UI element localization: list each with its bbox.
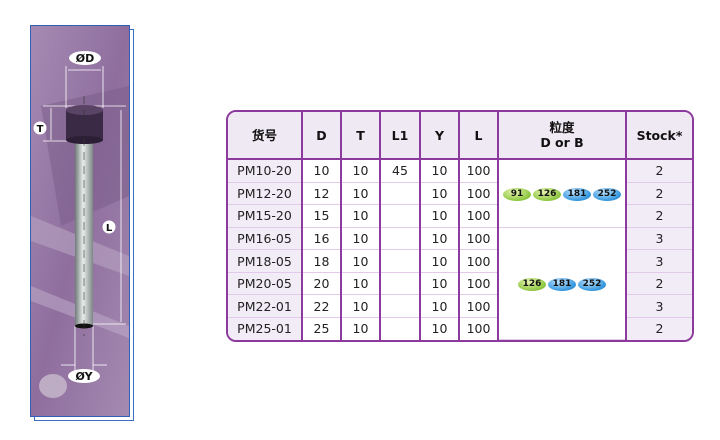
cell-t: 10 [341, 294, 381, 318]
cell-stock: 3 [626, 294, 692, 318]
cell-l1 [380, 204, 421, 228]
cell-d: 25 [302, 317, 342, 340]
grit-badge: 126 [518, 277, 546, 291]
table-row: PM16-05 16 10 10 100 126 181 252 3 [228, 227, 692, 340]
cell-d: 22 [302, 294, 342, 318]
cell-l1 [380, 272, 421, 296]
grit-badge: 91 [503, 187, 531, 201]
cell-d: 15 [302, 204, 342, 228]
cell-stock: 2 [626, 272, 692, 296]
cell-code: PM10-20 [228, 159, 303, 183]
table-row: PM10-20 10 10 45 10 100 91 126 181 252 2 [228, 159, 692, 228]
cell-code: PM18-05 [228, 249, 303, 273]
cell-grit: 126 181 252 [498, 227, 627, 340]
grit-badge: 181 [548, 277, 576, 291]
cell-code: PM20-05 [228, 272, 303, 296]
cell-d: 12 [302, 182, 342, 206]
cell-l: 100 [459, 182, 499, 206]
cell-code: PM22-01 [228, 294, 303, 318]
cell-code: PM15-20 [228, 204, 303, 228]
cell-l: 100 [459, 227, 499, 251]
cell-d: 10 [302, 159, 342, 183]
cell-y: 10 [420, 249, 460, 273]
table-row: PM25-01 25 10 10 100 2 [228, 317, 692, 340]
cell-grit: 91 126 181 252 [498, 159, 627, 228]
header-d: D [302, 112, 342, 160]
cell-code: PM12-20 [228, 182, 303, 206]
grit-badge: 252 [593, 187, 621, 201]
cell-y: 10 [420, 227, 460, 251]
cell-stock: 2 [626, 182, 692, 206]
cell-stock: 3 [626, 227, 692, 251]
diameter-d-label: ØD [76, 52, 94, 65]
cell-stock: 3 [626, 249, 692, 273]
header-l: L [459, 112, 499, 160]
cell-l: 100 [459, 159, 499, 183]
cell-code: PM16-05 [228, 227, 303, 251]
cell-y: 10 [420, 159, 460, 183]
diameter-y-label: ØY [75, 370, 93, 383]
cell-l1 [380, 227, 421, 251]
header-grit-line2: D or B [540, 135, 584, 150]
header-grit: 粒度 D or B [498, 112, 627, 160]
cell-l: 100 [459, 272, 499, 296]
cell-t: 10 [341, 159, 381, 183]
table-row: PM18-05 18 10 10 100 3 [228, 249, 692, 273]
grit-badge: 181 [563, 187, 591, 201]
cell-d: 20 [302, 272, 342, 296]
cell-l: 100 [459, 249, 499, 273]
cell-l1 [380, 249, 421, 273]
table-row: PM22-01 22 10 10 100 3 [228, 294, 692, 318]
header-code: 货号 [228, 112, 303, 160]
table-header-row: 货号 D T L1 Y L 粒度 D or B Stock* [228, 112, 692, 160]
header-y: Y [420, 112, 460, 160]
grit-badge: 126 [533, 187, 561, 201]
header-l1: L1 [380, 112, 421, 160]
header-grit-line1: 粒度 [549, 120, 575, 135]
cell-l: 100 [459, 294, 499, 318]
thickness-label: T [37, 124, 44, 135]
cell-d: 18 [302, 249, 342, 273]
cell-l1 [380, 182, 421, 206]
cell-y: 10 [420, 204, 460, 228]
cell-t: 10 [341, 272, 381, 296]
cell-l1: 45 [380, 159, 421, 183]
cell-y: 10 [420, 272, 460, 296]
header-stock: Stock* [626, 112, 692, 160]
cell-t: 10 [341, 227, 381, 251]
grit-badge: 252 [578, 277, 606, 291]
table-row: PM20-05 20 10 10 100 2 [228, 272, 692, 296]
product-table: 货号 D T L1 Y L 粒度 D or B Stock* PM10-20 10 1… [226, 110, 694, 342]
cell-y: 10 [420, 294, 460, 318]
cell-d: 16 [302, 227, 342, 251]
table-row: PM15-20 15 10 10 100 2 [228, 204, 692, 228]
table-row: PM12-20 12 10 10 100 2 [228, 182, 692, 206]
cell-t: 10 [341, 182, 381, 206]
cell-t: 10 [341, 249, 381, 273]
cell-y: 10 [420, 317, 460, 340]
cell-l1 [380, 294, 421, 318]
cell-stock: 2 [626, 317, 692, 340]
header-t: T [341, 112, 381, 160]
tool-diagram: ØD T L ØY [30, 25, 130, 417]
cell-t: 10 [341, 317, 381, 340]
cell-stock: 2 [626, 159, 692, 183]
length-label: L [106, 223, 113, 234]
cell-stock: 2 [626, 204, 692, 228]
cell-code: PM25-01 [228, 317, 303, 340]
cell-t: 10 [341, 204, 381, 228]
cell-l: 100 [459, 317, 499, 340]
cell-l1 [380, 317, 421, 340]
cell-y: 10 [420, 182, 460, 206]
cell-l: 100 [459, 204, 499, 228]
